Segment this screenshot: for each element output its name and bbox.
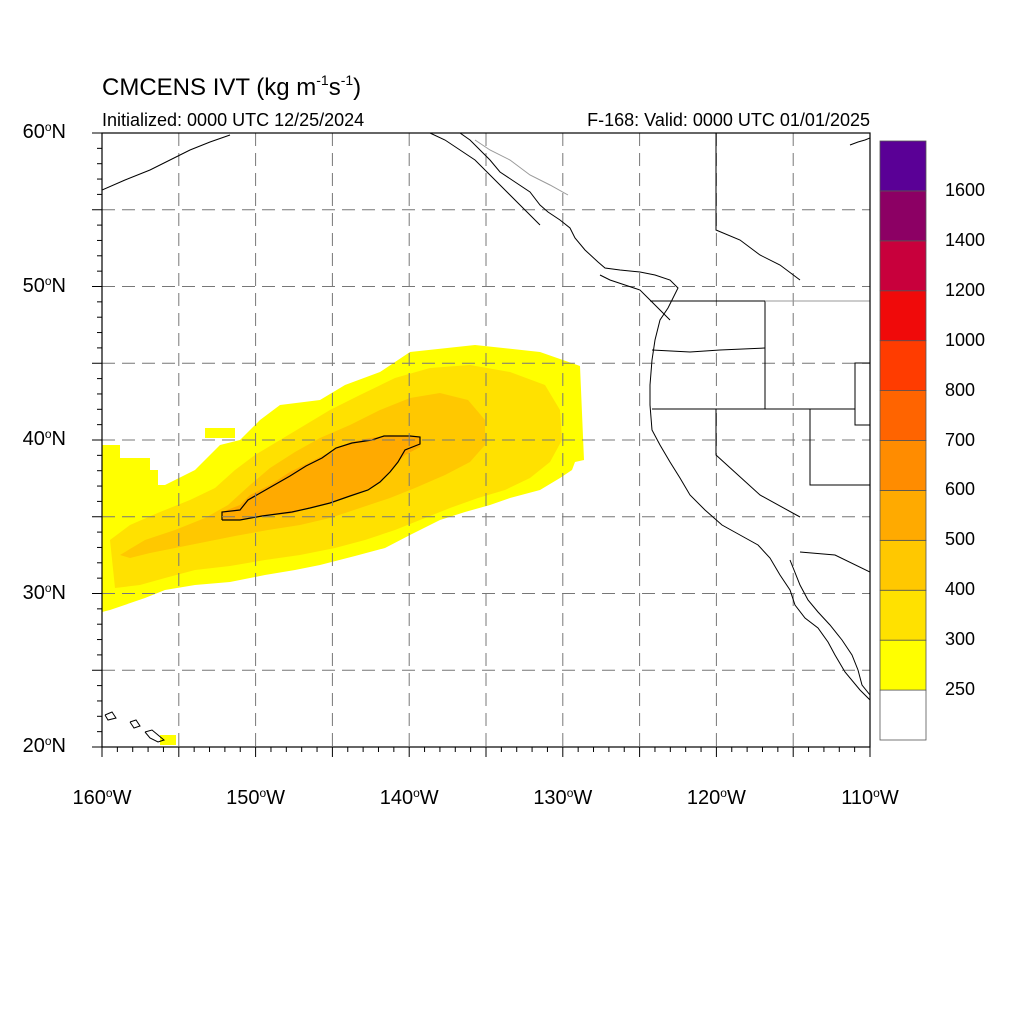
bc-islands [599,274,671,321]
coastlines [102,133,870,743]
colorbar-swatch [879,240,927,292]
hawaii-1 [104,711,117,721]
initialized-time: Initialized: 0000 UTC 12/25/2024 [102,110,365,130]
colorbar-swatch [879,340,927,391]
colorbar-swatch [879,290,927,342]
longitude-label: 110oW [841,786,899,809]
colorbar-swatch [879,140,927,192]
latitude-label: 20oN [22,734,66,757]
alaska-panhandle [429,133,541,226]
colorbar-label: 1400 [945,229,986,250]
colorbar-label: 1000 [945,329,986,350]
longitude-label: 120oW [686,786,746,809]
west-coast [459,133,870,701]
nv-ut [809,409,870,486]
valid-time: F-168: Valid: 0000 UTC 01/01/2025 [587,110,870,130]
ivt-250-fleck-hawaii [160,735,176,745]
chart-title: CMCENS IVT (kg m-1s-1) [102,72,362,101]
hawaii-2 [129,719,141,729]
ivt-500-region [222,435,420,520]
alaska-coast [102,134,231,191]
ca-nv [715,409,801,518]
latitude-label: 40oN [22,427,66,450]
colorbar-swatch [879,589,927,641]
colorbar-swatch [879,190,927,242]
latitude-label: 60oN [22,120,66,143]
colorbar-swatch [879,440,927,491]
borders [650,133,870,573]
latitude-label: 50oN [22,273,66,297]
longitude-label: 130oW [533,786,593,809]
colorbar-label: 300 [945,629,976,650]
longitude-label: 150oW [226,786,286,809]
ivt-250-fleck [205,428,235,438]
colorbar-label: 1200 [945,279,986,300]
colorbar-swatch [879,689,927,741]
colorbar-label: 600 [945,479,976,500]
baja-coast [789,559,870,696]
graticule [102,133,870,747]
wa-or [651,347,766,353]
tail-coast [849,137,870,146]
alaska-canada [715,133,801,281]
colorbar-label: 1600 [945,179,986,200]
colorbar-label: 400 [945,579,976,600]
colorbar-label: 700 [945,429,976,450]
borders-light [474,139,870,302]
us-mexico [799,551,870,573]
colorbar-label: 250 [945,679,976,700]
hawaii-3 [144,729,166,743]
colorbar-swatch [879,539,927,591]
latitude-label: 30oN [22,580,66,604]
longitude-label: 160oW [72,786,132,809]
wy [854,362,870,426]
colorbar-label: 500 [945,529,976,550]
longitude-label: 140oW [379,786,439,809]
colorbar-swatch [879,639,927,691]
ivt-shading [102,345,584,745]
axis-ticks [92,132,871,757]
colorbar-label: 800 [945,379,976,400]
colorbar [879,140,927,741]
ivt-500-contour [221,435,421,521]
colorbar-swatch [879,390,927,441]
colorbar-swatch [879,490,927,541]
